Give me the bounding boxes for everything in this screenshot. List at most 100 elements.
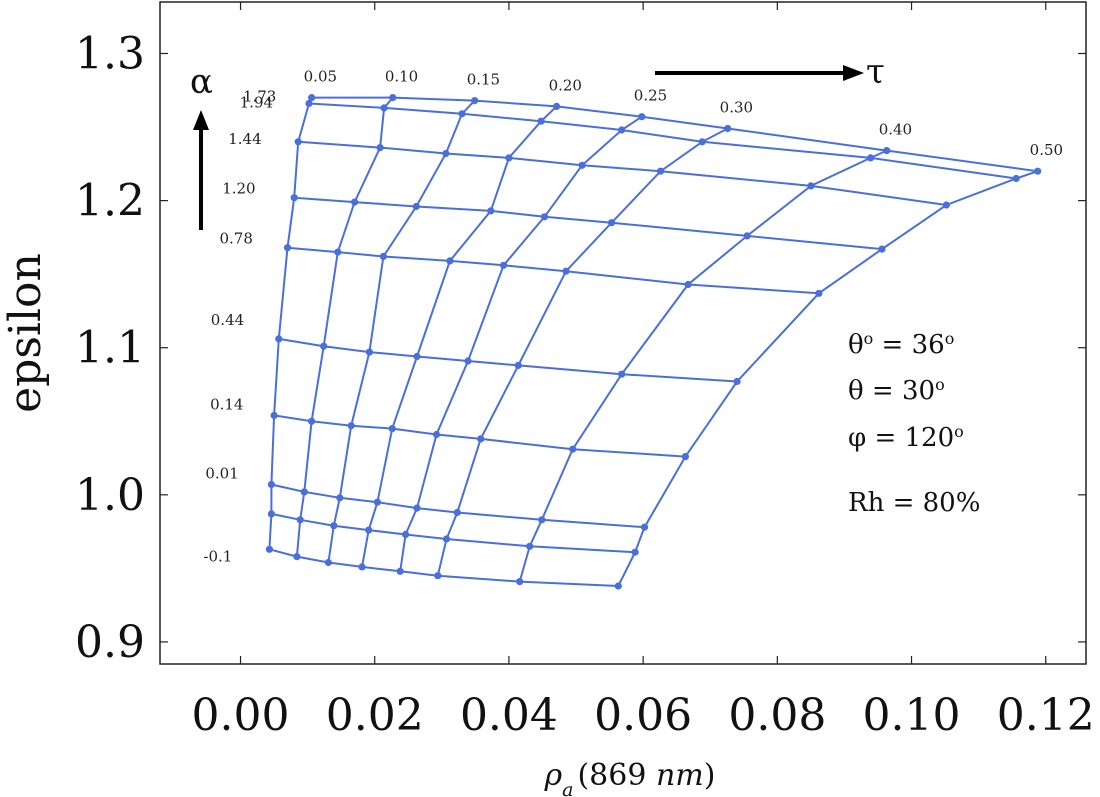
tau-label: 0.30	[720, 99, 753, 117]
lut-point	[305, 99, 313, 108]
tau-arrowhead-icon	[843, 65, 864, 81]
x-tick-label: 0.10	[863, 690, 961, 741]
lut-point	[569, 445, 577, 453]
lut-point	[1034, 167, 1042, 175]
tau-curve	[361, 105, 558, 568]
lut-point	[453, 508, 461, 517]
alpha-curve	[271, 483, 645, 529]
lut-point	[540, 213, 549, 221]
lut-point	[733, 377, 741, 386]
lut-point	[270, 411, 278, 419]
alpha-arrowhead-icon	[193, 110, 209, 130]
lut-point	[376, 144, 384, 152]
lut-point	[537, 117, 545, 125]
alpha-label: 0.44	[211, 311, 244, 329]
alpha-curve	[287, 246, 819, 295]
alpha-label: 1.73	[243, 88, 276, 106]
alpha-curve	[271, 512, 636, 554]
lut-point	[638, 113, 646, 121]
lut-point	[743, 232, 751, 240]
lut-points	[265, 94, 1042, 590]
lut-point	[942, 201, 951, 209]
lut-point	[516, 578, 524, 586]
lut-point	[365, 348, 373, 356]
x-axis-title: ρa (869 nm)	[544, 758, 716, 797]
alpha-curve	[269, 548, 619, 587]
x-tick-label: 0.06	[594, 690, 692, 741]
lut-point	[267, 480, 275, 489]
lut-point	[380, 104, 388, 112]
alpha-curve	[278, 337, 738, 383]
x-tick-label: 0.00	[192, 690, 290, 741]
lut-point	[432, 430, 441, 439]
lut-point	[684, 280, 692, 289]
lut-point	[883, 147, 891, 155]
tau-curve	[436, 127, 729, 576]
lut-point	[442, 535, 451, 543]
tau-label: 0.20	[549, 76, 582, 94]
tau-curve	[268, 97, 313, 550]
tau-label: 0.10	[385, 68, 418, 86]
lut-point	[657, 167, 665, 175]
alpha-label: 1.44	[228, 130, 261, 148]
tau-labels: 0.05 0.10 0.15 0.20 0.25 0.30 0.40 0.50	[304, 68, 1063, 160]
lut-point	[330, 522, 338, 530]
tau-label: 0.15	[467, 71, 500, 89]
lut-point	[807, 182, 815, 190]
alpha-curve	[298, 140, 947, 206]
x-tick-label: 0.04	[460, 690, 558, 741]
y-axis-title: epsilon	[0, 253, 51, 413]
lut-point	[631, 548, 639, 556]
tau-curve	[399, 115, 643, 572]
lut-point	[434, 572, 442, 580]
y-tick-label: 1.3	[75, 28, 145, 79]
lut-point	[365, 526, 373, 534]
lut-point	[389, 94, 397, 102]
lut-point	[514, 361, 522, 369]
lut-point	[464, 357, 472, 365]
x-tick-label: 0.12	[997, 690, 1095, 741]
lut-point	[526, 542, 534, 550]
lut-point	[538, 516, 546, 524]
lut-point	[413, 352, 421, 361]
lut-point	[698, 138, 706, 146]
alpha-curve	[273, 414, 686, 458]
lut-point	[324, 558, 332, 567]
lut-point	[1012, 174, 1020, 183]
lut-point	[815, 289, 823, 297]
lut-point	[320, 342, 328, 350]
x-tick-label: 0.02	[326, 690, 424, 741]
tau-label: 0.40	[879, 121, 912, 139]
lut-point	[618, 126, 626, 134]
lut-point	[308, 417, 316, 425]
lut-point	[442, 149, 450, 158]
lut-point	[878, 245, 886, 253]
lut-point	[283, 244, 292, 252]
annotation-phi: φ = 120o	[848, 422, 964, 454]
lut-point	[413, 504, 421, 512]
plot-frame	[159, 1, 1087, 665]
lut-point	[293, 553, 301, 561]
lut-point	[294, 138, 302, 146]
annotation-theta0: θo = 36o	[848, 329, 954, 361]
alpha-curve	[311, 96, 1038, 173]
lut-point	[477, 435, 485, 443]
alpha-label: 0.14	[210, 395, 243, 413]
lut-point	[265, 545, 273, 553]
y-tick-label: 1.2	[75, 176, 145, 227]
lut-point	[373, 498, 381, 506]
lut-point	[396, 567, 404, 575]
lut-point	[379, 252, 387, 261]
y-tick-label: 0.9	[75, 617, 145, 668]
lut-point	[487, 207, 495, 215]
lut-point	[296, 516, 304, 524]
lut-point	[275, 335, 283, 343]
alpha-symbol: α	[190, 62, 213, 102]
tau-label: 0.05	[304, 68, 337, 86]
tau-symbol: τ	[866, 52, 885, 92]
lut-point	[867, 154, 875, 162]
lut-point	[562, 267, 570, 275]
lut-point	[267, 510, 275, 518]
lut-point	[308, 94, 316, 102]
